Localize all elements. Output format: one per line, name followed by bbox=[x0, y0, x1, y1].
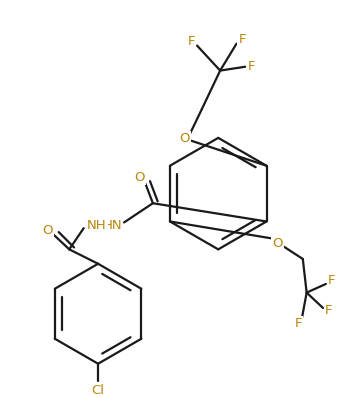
Text: Cl: Cl bbox=[91, 384, 105, 397]
Text: O: O bbox=[134, 171, 145, 184]
Text: F: F bbox=[328, 274, 335, 287]
Text: O: O bbox=[179, 132, 190, 145]
Text: F: F bbox=[248, 60, 255, 73]
Text: F: F bbox=[238, 33, 246, 46]
Text: NH: NH bbox=[87, 219, 106, 232]
Text: F: F bbox=[294, 317, 302, 330]
Text: O: O bbox=[42, 224, 52, 237]
Text: F: F bbox=[325, 304, 333, 317]
Text: F: F bbox=[187, 35, 195, 48]
Text: HN: HN bbox=[103, 219, 122, 232]
Text: O: O bbox=[273, 237, 283, 250]
